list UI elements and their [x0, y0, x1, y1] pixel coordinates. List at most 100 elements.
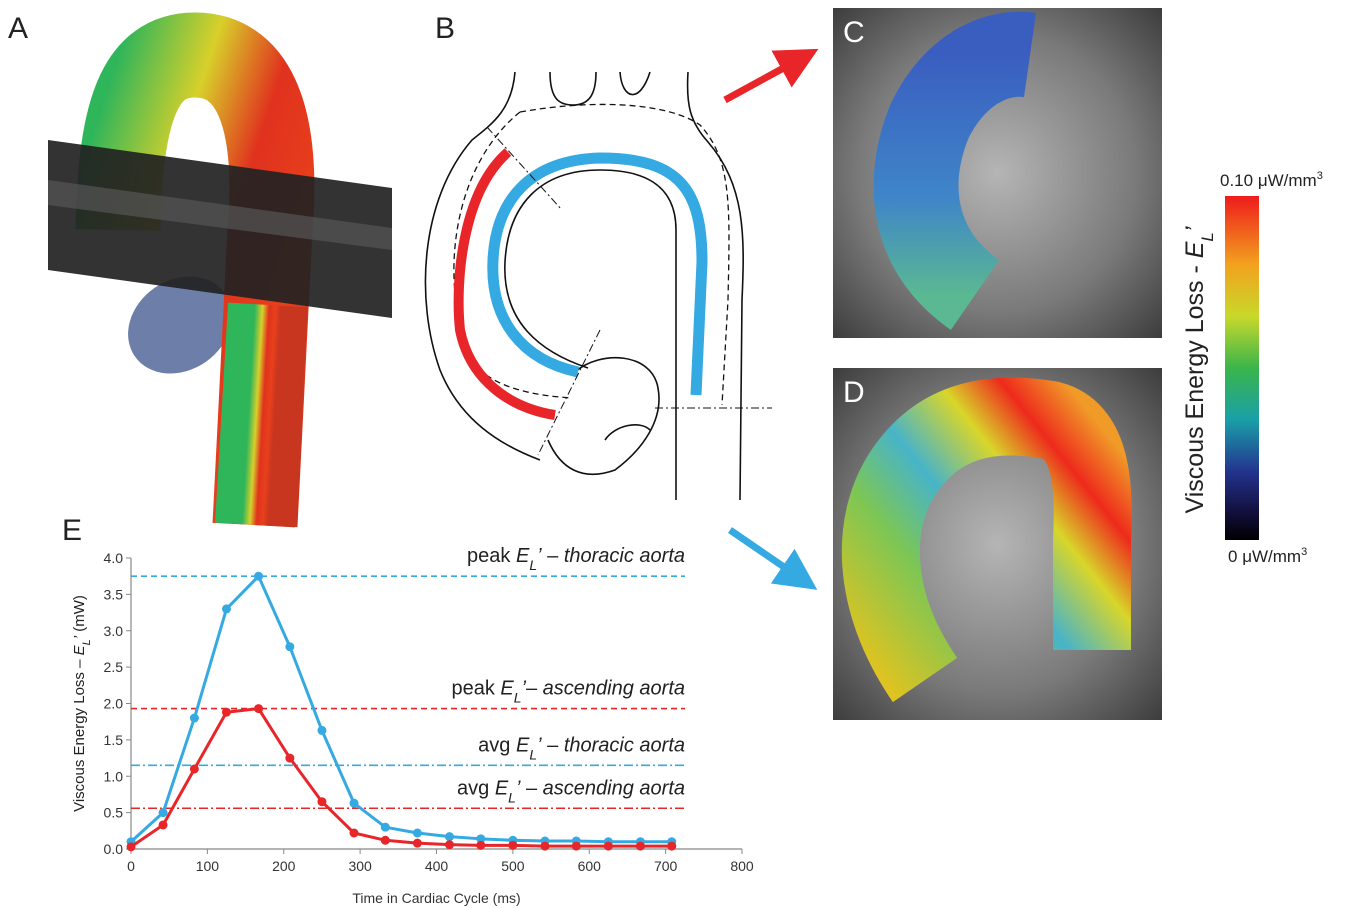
reference-label-part: thoracic aorta: [564, 734, 685, 756]
reference-label-part: –: [520, 777, 542, 799]
reference-label-part: L: [529, 557, 537, 573]
value: 0.10: [1220, 171, 1253, 190]
title-text: Viscous Energy Loss -: [1181, 258, 1209, 513]
reference-label-part: –: [526, 678, 543, 700]
y-label-part: (mW): [71, 595, 88, 636]
data-point: [445, 832, 454, 841]
panel-a-image: [48, 55, 392, 525]
value: 0: [1228, 547, 1237, 566]
reference-label-part: E: [500, 678, 514, 700]
panel-label: D: [843, 376, 865, 409]
data-point: [222, 604, 231, 613]
panel-c-image: [833, 8, 1162, 338]
x-tick-label: 0: [127, 858, 135, 874]
reference-label-part: E: [516, 734, 530, 756]
y-axis-label: Viscous Energy Loss – EL’ (mW): [71, 595, 93, 812]
reference-label-part: ascending aorta: [543, 777, 685, 799]
unit: μW/mm: [1253, 171, 1317, 190]
data-point: [350, 799, 359, 808]
y-label-part: Viscous Energy Loss –: [71, 655, 88, 811]
symbol: E: [1181, 241, 1209, 258]
data-point: [604, 842, 613, 851]
x-tick-label: 600: [578, 858, 602, 874]
reference-label: peak EL’– ascending aorta: [451, 678, 685, 706]
x-tick-label: 400: [425, 858, 449, 874]
reference-label: peak EL’ – thoracic aorta: [467, 545, 685, 573]
unit: μW/mm: [1237, 547, 1301, 566]
data-point: [572, 842, 581, 851]
x-tick-label: 100: [196, 858, 220, 874]
panel-d-image: [833, 368, 1162, 720]
reference-label-part: –: [542, 734, 564, 756]
data-point: [127, 842, 136, 851]
data-point: [350, 828, 359, 837]
x-axis-label: Time in Cardiac Cycle (ms): [352, 890, 520, 906]
data-point: [285, 642, 294, 651]
data-point: [636, 842, 645, 851]
y-tick-label: 0.0: [104, 841, 124, 857]
reference-label-part: peak: [467, 545, 516, 567]
reference-label-part: peak: [451, 678, 500, 700]
prime: ’: [1181, 226, 1209, 232]
exponent: 3: [1301, 546, 1307, 558]
x-tick-label: 500: [501, 858, 525, 874]
x-tick-label: 300: [348, 858, 372, 874]
x-tick-label: 800: [730, 858, 754, 874]
y-tick-label: 2.0: [104, 696, 124, 712]
data-point: [159, 808, 168, 817]
reference-label: avg EL’ – ascending aorta: [457, 777, 685, 805]
reference-label: avg EL’ – thoracic aorta: [478, 734, 685, 762]
reference-label-part: –: [542, 545, 564, 567]
y-tick-label: 0.5: [104, 805, 124, 821]
y-tick-label: 4.0: [104, 550, 124, 566]
x-tick-label: 700: [654, 858, 678, 874]
reference-label-part: E: [516, 545, 530, 567]
reference-label-part: avg: [457, 777, 495, 799]
reference-label-part: ascending aorta: [543, 678, 685, 700]
data-point: [508, 841, 517, 850]
data-point: [254, 704, 263, 713]
data-point: [285, 754, 294, 763]
colorbar: 0.10 μW/mm3 0 μW/mm3 Viscous Energy Loss…: [1181, 170, 1323, 566]
panel-label: E: [62, 514, 82, 547]
y-tick-label: 3.0: [104, 623, 124, 639]
data-point: [540, 842, 549, 851]
data-point: [445, 840, 454, 849]
reference-label-part: L: [529, 746, 537, 762]
reference-label-part: E: [495, 777, 509, 799]
data-point: [254, 572, 263, 581]
panel-label: B: [435, 12, 455, 45]
panel-b-diagram: [425, 59, 800, 578]
line-chart: 0.0 0.5 1.0 1.5 2.0 2.5 3.0 3.5 4.0 0 100 200 300 400…: [71, 545, 754, 906]
data-point: [190, 764, 199, 773]
colorbar-gradient: [1225, 196, 1259, 540]
data-point: [317, 797, 326, 806]
data-point: [667, 842, 676, 851]
data-point: [190, 714, 199, 723]
reference-label-part: L: [508, 789, 516, 805]
reference-label-part: avg: [478, 734, 516, 756]
y-tick-label: 2.5: [104, 659, 124, 675]
panel-label: A: [8, 12, 28, 45]
data-point: [159, 820, 168, 829]
subscript: L: [1198, 232, 1217, 241]
data-point: [381, 823, 390, 832]
reference-label-part: L: [514, 690, 522, 706]
data-point: [317, 726, 326, 735]
figure: 0.10 μW/mm3 0 μW/mm3 Viscous Energy Loss…: [0, 0, 1361, 908]
data-point: [413, 839, 422, 848]
panel-label: C: [843, 16, 865, 49]
y-tick-label: 1.0: [104, 768, 124, 784]
y-tick-label: 1.5: [104, 732, 124, 748]
colorbar-max-label: 0.10 μW/mm3: [1220, 170, 1323, 190]
data-point: [381, 836, 390, 845]
colorbar-title: Viscous Energy Loss - EL’: [1181, 226, 1217, 513]
colorbar-min-label: 0 μW/mm3: [1228, 546, 1307, 566]
data-point: [222, 708, 231, 717]
data-point: [476, 841, 485, 850]
reference-label-part: thoracic aorta: [564, 545, 685, 567]
x-tick-label: 200: [272, 858, 296, 874]
data-point: [413, 828, 422, 837]
y-tick-label: 3.5: [104, 586, 124, 602]
exponent: 3: [1317, 170, 1323, 182]
